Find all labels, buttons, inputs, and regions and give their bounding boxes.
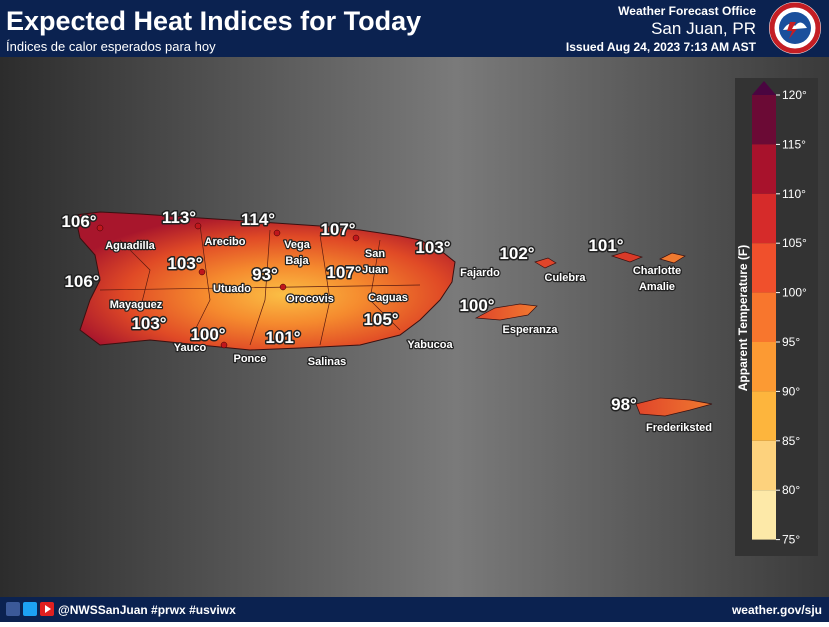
legend-swatch xyxy=(752,342,776,392)
legend-title: Apparent Temperature (F) xyxy=(736,245,750,391)
legend-swatch xyxy=(752,95,776,145)
place-label: Ponce xyxy=(233,353,266,365)
place-label: Frederiksted xyxy=(646,422,712,434)
legend-tick-label: 90° xyxy=(782,384,800,398)
legend-arrow xyxy=(752,81,776,95)
place-label: Aguadilla xyxy=(105,240,155,252)
legend-swatch xyxy=(752,144,776,194)
place-label: Vega xyxy=(284,239,311,251)
website: weather.gov/sju xyxy=(731,603,822,617)
legend-box xyxy=(735,78,818,556)
legend-swatch xyxy=(752,440,776,491)
legend-swatch xyxy=(752,243,776,293)
place-label: San xyxy=(365,248,385,260)
culebra xyxy=(534,257,557,269)
puerto-rico xyxy=(74,211,456,351)
legend-swatch xyxy=(752,391,776,441)
office: Weather Forecast Office xyxy=(618,4,756,18)
place-label: Charlotte xyxy=(633,265,681,277)
city-dot xyxy=(96,224,104,232)
temperature-label: 103° xyxy=(131,314,166,333)
location: San Juan, PR xyxy=(651,19,756,38)
place-label: Mayaguez xyxy=(110,299,163,311)
legend-tick-label: 105° xyxy=(782,236,807,250)
subtitle: Índices de calor esperados para hoy xyxy=(6,39,216,54)
legend-swatch xyxy=(752,292,776,342)
city-dot xyxy=(279,283,287,291)
temperature-label: 105° xyxy=(363,310,398,329)
header-bar xyxy=(0,0,829,57)
footer-bar xyxy=(0,597,829,622)
legend-swatch xyxy=(752,490,776,540)
place-label: Utuado xyxy=(213,283,251,295)
place-label: Fajardo xyxy=(460,267,500,279)
temperature-label: 101° xyxy=(265,328,300,347)
place-label: Juan xyxy=(362,264,388,276)
vieques xyxy=(474,303,538,321)
legend-tick-label: 80° xyxy=(782,483,800,497)
place-label: Culebra xyxy=(545,272,587,284)
place-label: Yabucoa xyxy=(407,339,453,351)
temperature-label: 101° xyxy=(588,236,623,255)
place-label: Esperanza xyxy=(502,324,558,336)
place-label: Caguas xyxy=(368,292,408,304)
legend: Apparent Temperature (F) 120° 115° 110° 105… xyxy=(735,78,818,556)
st-thomas xyxy=(610,251,644,263)
place-label: Baja xyxy=(285,255,309,267)
legend-tick-label: 75° xyxy=(782,533,800,547)
place-label: Yauco xyxy=(174,342,207,354)
st-croix xyxy=(635,397,713,417)
temperature-label: 107° xyxy=(326,263,361,282)
temperature-label: 93° xyxy=(252,265,278,284)
legend-tick-label: 120° xyxy=(782,88,807,102)
legend-tick-label: 95° xyxy=(782,335,800,349)
temperature-label: 114° xyxy=(241,210,275,229)
city-dot xyxy=(352,234,360,242)
social-icons xyxy=(6,602,54,616)
temperature-label: 100° xyxy=(190,325,225,344)
legend-tick-label: 110° xyxy=(782,187,806,201)
legend-tick-label: 100° xyxy=(782,286,807,300)
social-handle: @NWSSanJuan #prwx #usviwx xyxy=(58,603,236,617)
temperature-label: 103° xyxy=(167,254,202,273)
nws-logo xyxy=(769,2,821,54)
temperature-label: 107° xyxy=(320,220,355,239)
place-label: Amalie xyxy=(639,281,675,293)
city-dot xyxy=(273,229,281,237)
map: 106° 113° 114° 107° 103° 102° 101° 106° 103° 93° 1… xyxy=(60,207,713,436)
city-dot xyxy=(220,341,228,349)
legend-tick-label: 85° xyxy=(782,434,800,448)
place-label: Arecibo xyxy=(205,236,246,248)
temperature-label: 113° xyxy=(162,208,196,227)
temperature-label: 103° xyxy=(415,238,450,257)
st-john xyxy=(659,252,686,264)
place-label: Orocovis xyxy=(286,293,334,305)
temperature-label: 98° xyxy=(611,395,637,414)
city-dot xyxy=(194,222,202,230)
place-label: Salinas xyxy=(308,356,347,368)
city-dot xyxy=(198,268,206,276)
legend-tick-label: 115° xyxy=(782,137,806,151)
temperature-label: 100° xyxy=(459,296,494,315)
temperature-label: 106° xyxy=(61,212,96,231)
temperature-label: 102° xyxy=(499,244,534,263)
title: Expected Heat Indices for Today xyxy=(6,6,421,36)
legend-swatch xyxy=(752,193,776,244)
temperature-label: 106° xyxy=(64,272,99,291)
issued: Issued Aug 24, 2023 7:13 AM AST xyxy=(566,40,757,54)
municipio-lines xyxy=(99,224,421,346)
